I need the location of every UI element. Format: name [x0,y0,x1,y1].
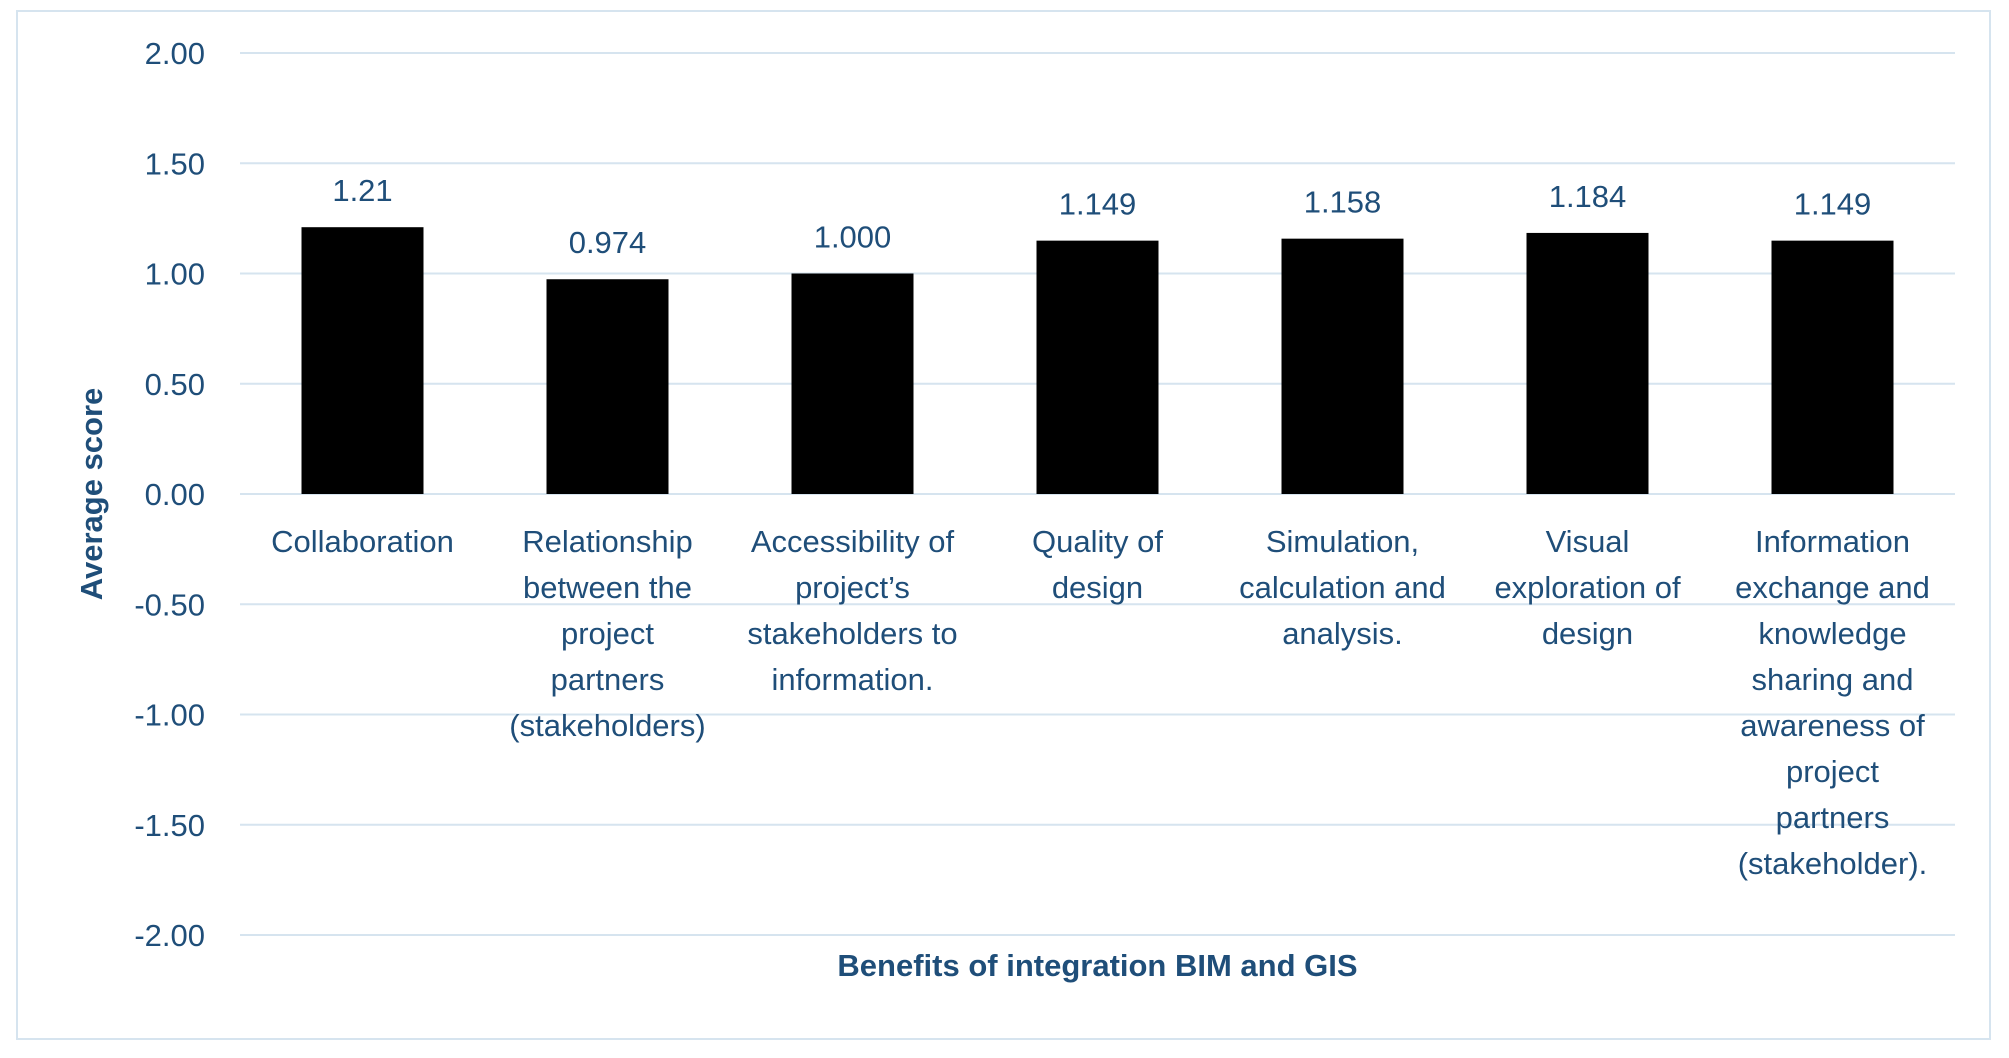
category-label-line: Visual [1546,524,1630,559]
category-label-line: Information [1755,524,1910,559]
data-label: 1.184 [1549,179,1627,214]
y-tick-label: -1.50 [134,808,205,843]
bar [1526,232,1649,495]
category-label-line: sharing and [1751,662,1913,697]
bar [1036,240,1159,494]
category-label-line: design [1542,616,1633,651]
bar [791,273,914,494]
y-tick-label: -0.50 [134,587,205,622]
data-labels: 1.21 0.974 1.000 1.149 1.158 1.184 1.149 [332,173,1871,260]
category-label: Relationship between the project partners (s… [509,524,705,743]
category-label-line: awareness of [1740,708,1925,743]
y-axis-title: Average score [74,388,109,601]
data-label: 1.149 [1794,187,1872,222]
data-label: 1.149 [1059,187,1137,222]
category-label-line: partners [1776,800,1890,835]
data-label: 1.000 [814,220,892,255]
bars [301,227,1894,495]
x-axis-title: Benefits of integration BIM and GIS [837,948,1357,983]
category-label-line: Accessibility of [751,524,955,559]
category-label-line: Collaboration [271,524,454,559]
category-label-line: project [1786,754,1879,789]
category-label: Simulation, calculation and analysis. [1239,524,1446,651]
category-label-line: partners [551,662,665,697]
category-label-line: Relationship [522,524,693,559]
y-tick-label: 0.00 [145,477,205,512]
data-label: 0.974 [569,225,647,260]
category-label-line: knowledge [1758,616,1906,651]
bar [301,227,424,494]
category-label: Visual exploration of design [1494,524,1681,651]
category-label-line: Quality of [1032,524,1163,559]
bar [1281,238,1404,494]
y-tick-label: -1.00 [134,698,205,733]
category-label-line: (stakeholders) [509,708,705,743]
y-tick-label: 1.00 [145,257,205,292]
category-label-line: stakeholders to [747,616,957,651]
category-label-line: (stakeholder). [1738,846,1928,881]
y-tick-labels: 2.00 1.50 1.00 0.50 0.00 -0.50 -1.00 -1.50 -2.00 [134,36,205,953]
category-label: Accessibility of project’s stakeholders to… [747,524,957,697]
y-tick-label: 2.00 [145,36,205,71]
category-label: Information exchange and knowledge sharing … [1735,524,1930,881]
data-label: 1.21 [332,173,392,208]
y-tick-label: 1.50 [145,146,205,181]
category-label-line: project [561,616,654,651]
category-label-line: exchange and [1735,570,1930,605]
chart-frame [16,10,1991,1040]
category-label: Quality of design [1032,524,1163,605]
data-label: 1.158 [1304,185,1382,220]
category-labels: Collaboration Relationship between the proj… [271,524,1930,881]
y-tick-label: -2.00 [134,918,205,953]
category-label-line: design [1052,570,1143,605]
gridlines [240,52,1955,936]
category-label-line: Simulation, [1266,524,1419,559]
category-label-line: information. [772,662,934,697]
category-label-line: analysis. [1282,616,1403,651]
category-label: Collaboration [271,524,454,559]
y-tick-label: 0.50 [145,367,205,402]
category-label-line: exploration of [1494,570,1681,605]
category-label-line: project’s [795,570,910,605]
category-label-line: between the [523,570,692,605]
bar [1771,240,1894,494]
bar [546,279,669,494]
category-label-line: calculation and [1239,570,1446,605]
